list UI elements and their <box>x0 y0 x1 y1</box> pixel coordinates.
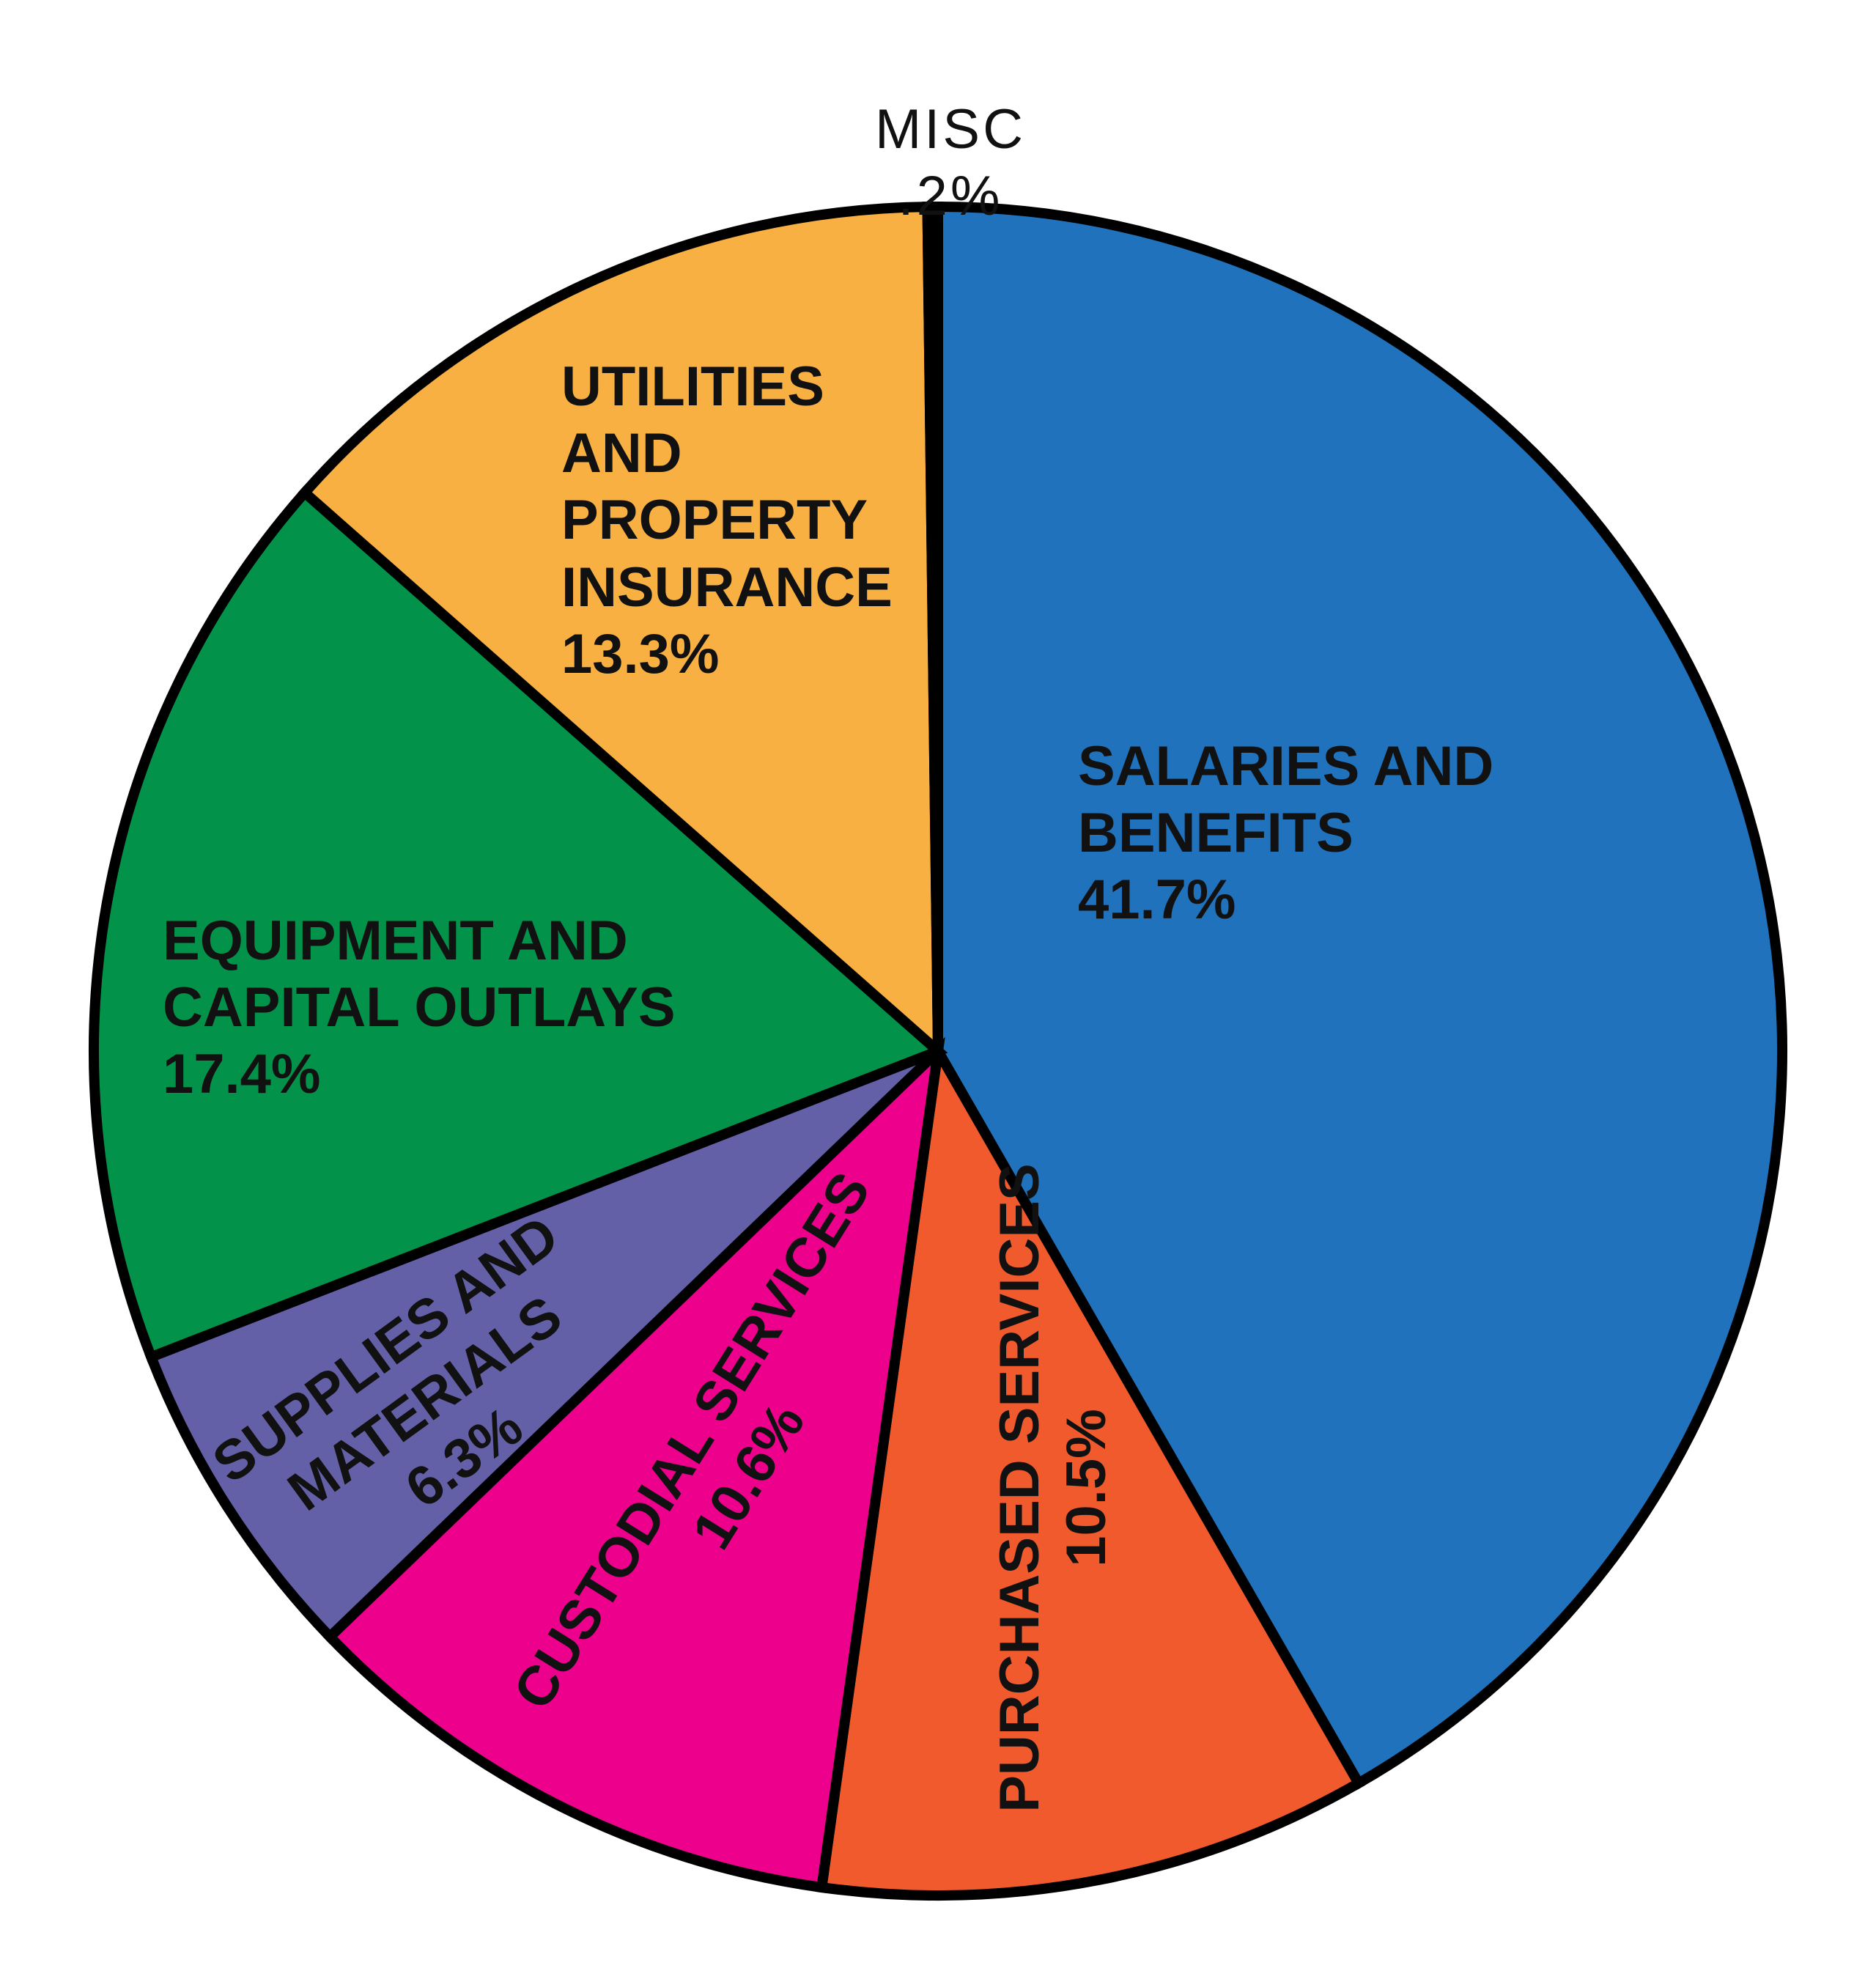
pie-slice <box>816 1035 1366 1901</box>
slice-label: EQUIPMENT AND CAPITAL OUTLAYS 17.4% <box>163 907 676 1108</box>
pie-slice <box>144 1046 942 1644</box>
pie-slice <box>933 201 1788 1791</box>
pie-slice <box>922 201 943 1052</box>
pie-slice <box>89 485 948 1364</box>
slice-label: UTILITIES AND PROPERTY INSURANCE 13.3% <box>561 353 928 688</box>
category-label: SALARIES AND BENEFITS <box>1078 735 1494 865</box>
value-label: .2% <box>898 165 1003 227</box>
value-label: 17.4% <box>163 1043 321 1106</box>
value-label: 13.3% <box>561 622 720 685</box>
category-label: MISC <box>875 97 1026 161</box>
pie-slice <box>322 1036 945 1893</box>
pie-slice <box>297 202 944 1063</box>
value-label: 10.5% <box>1055 1409 1118 1567</box>
category-label: UTILITIES AND PROPERTY INSURANCE <box>561 355 893 619</box>
slice-label: PURCHASED SERVICES 10.5% <box>986 1158 1120 1818</box>
value-label: 41.7% <box>1078 869 1236 932</box>
category-label: PURCHASED SERVICES <box>988 1163 1051 1813</box>
slice-label: SALARIES AND BENEFITS 41.7% <box>1078 733 1547 934</box>
slice-label: MISC .2% <box>841 96 1060 229</box>
category-label: EQUIPMENT AND CAPITAL OUTLAYS <box>163 910 676 1039</box>
